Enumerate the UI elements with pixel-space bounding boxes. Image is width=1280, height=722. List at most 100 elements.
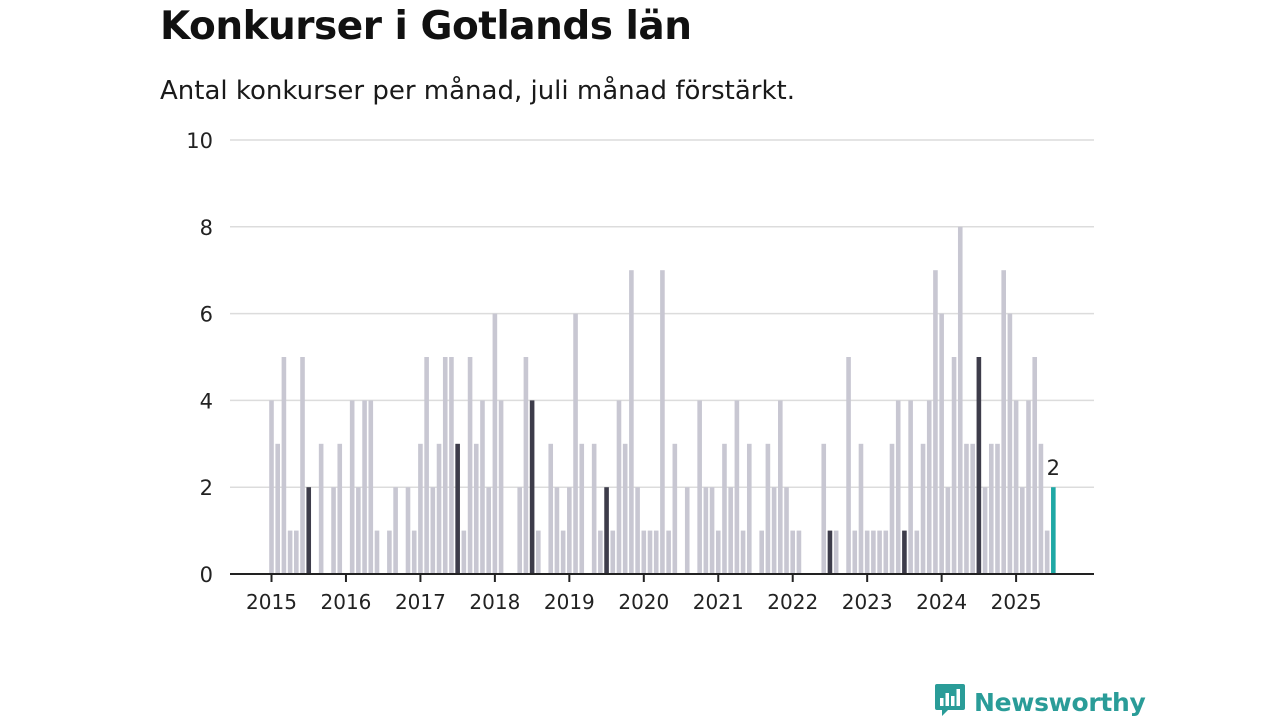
x-tick-label: 2020 — [618, 590, 669, 614]
bar — [871, 530, 876, 574]
x-tick-label: 2015 — [246, 590, 297, 614]
bar — [567, 487, 572, 574]
bar — [368, 400, 374, 574]
bar — [281, 357, 287, 574]
bar — [821, 443, 827, 574]
y-tick-label: 4 — [200, 389, 213, 413]
bar — [1007, 313, 1013, 574]
bar — [778, 400, 783, 574]
bar — [300, 357, 305, 574]
bar — [1013, 400, 1019, 574]
bar — [660, 270, 665, 574]
bar — [287, 530, 293, 574]
bar — [722, 443, 727, 574]
bar — [653, 530, 659, 574]
x-tick-label: 2018 — [469, 590, 520, 614]
bar — [573, 313, 578, 574]
bar — [771, 487, 777, 574]
bar — [498, 400, 504, 574]
bar — [523, 357, 529, 574]
bar — [411, 530, 417, 574]
bar-latest — [1051, 487, 1056, 574]
bar — [337, 443, 343, 574]
bar — [926, 400, 932, 574]
y-tick-label: 8 — [200, 216, 213, 240]
bar — [418, 443, 423, 574]
chart-title: Konkurser i Gotlands län — [160, 4, 692, 49]
bar — [709, 487, 715, 574]
bar — [356, 487, 361, 574]
bar — [908, 400, 913, 574]
bar — [349, 400, 355, 574]
bar — [995, 443, 1000, 574]
bar — [622, 443, 628, 574]
bar — [467, 357, 473, 574]
bar — [988, 443, 994, 574]
bar — [647, 530, 653, 574]
bar — [560, 530, 566, 574]
bar — [269, 400, 274, 574]
bar — [629, 270, 634, 574]
bar — [517, 487, 522, 574]
bar — [684, 487, 690, 574]
bar — [1001, 270, 1006, 574]
data-label: 2 — [1047, 456, 1060, 480]
x-tick-label: 2017 — [395, 590, 446, 614]
bar-july — [306, 487, 312, 574]
bar — [895, 400, 901, 574]
bar — [424, 357, 429, 574]
bar — [591, 443, 597, 574]
newsworthy-logo: Newsworthy — [934, 682, 1146, 722]
bar-july — [902, 530, 907, 574]
bar — [796, 530, 802, 574]
bar — [852, 530, 858, 574]
bar — [846, 357, 851, 574]
bar — [877, 530, 882, 574]
bar — [858, 443, 864, 574]
bar — [318, 443, 324, 574]
x-tick-label: 2023 — [842, 590, 893, 614]
bar — [1020, 487, 1025, 574]
bar — [759, 530, 764, 574]
bar — [666, 530, 671, 574]
bar — [1038, 443, 1044, 574]
bar-july — [529, 400, 535, 574]
bar — [430, 487, 436, 574]
bar — [889, 443, 895, 574]
bar — [598, 530, 603, 574]
bar — [635, 487, 640, 574]
bar — [1032, 357, 1038, 574]
x-tick-label: 2019 — [544, 590, 595, 614]
bar — [548, 443, 554, 574]
x-tick-label: 2021 — [693, 590, 744, 614]
x-tick-label: 2024 — [916, 590, 967, 614]
y-tick-label: 0 — [200, 563, 213, 587]
bar — [362, 400, 367, 574]
bar — [982, 487, 988, 574]
bar — [610, 530, 616, 574]
bar — [933, 270, 938, 574]
bar — [536, 530, 541, 574]
bar — [957, 226, 963, 575]
bar — [374, 530, 380, 574]
bar-july — [455, 443, 460, 574]
bar — [740, 530, 746, 574]
bar — [492, 313, 498, 574]
bar — [864, 530, 870, 574]
y-tick-label: 2 — [200, 476, 213, 500]
x-tick-label: 2016 — [321, 590, 372, 614]
bar — [951, 357, 957, 574]
bar — [914, 530, 920, 574]
bar — [449, 357, 454, 574]
x-tick-label: 2025 — [991, 590, 1042, 614]
bar — [715, 530, 721, 574]
bar — [728, 487, 733, 574]
y-tick-label: 6 — [200, 303, 213, 327]
bar — [436, 443, 442, 574]
bar-july — [827, 530, 833, 574]
y-tick-label: 10 — [186, 129, 213, 153]
bar — [579, 443, 585, 574]
bar — [765, 443, 771, 574]
bar — [734, 400, 740, 574]
